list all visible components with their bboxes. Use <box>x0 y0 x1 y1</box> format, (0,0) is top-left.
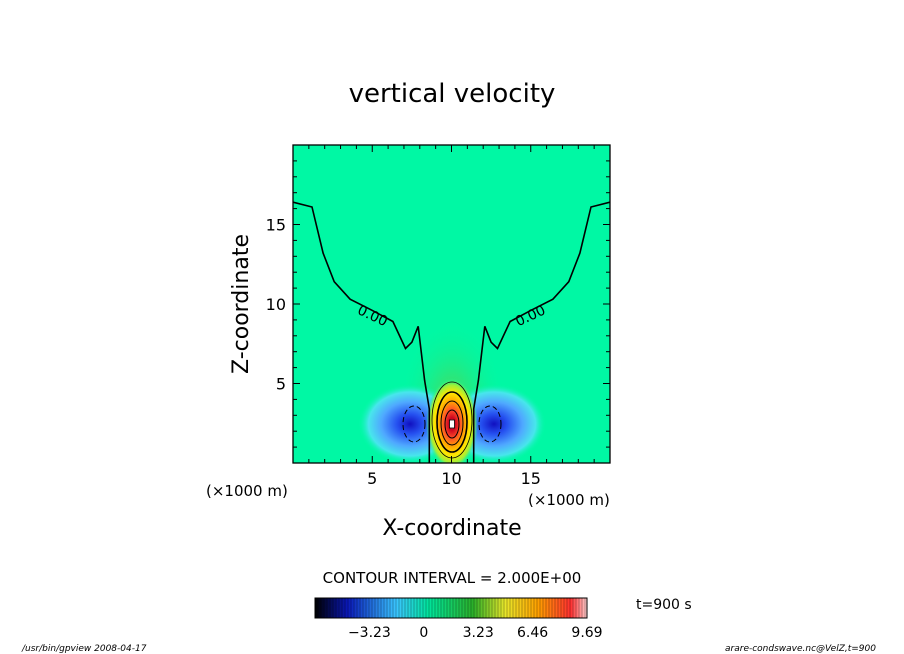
colorbar-frame <box>314 597 588 619</box>
updraft-contours <box>431 381 473 459</box>
plot-area: 0.00 0.00 <box>293 145 610 463</box>
colorbar-ticks: −3.23 0 3.23 6.46 9.69 <box>348 625 603 641</box>
y-tick-label: 15 <box>266 216 286 235</box>
colorbar: −3.23 0 3.23 6.46 9.69 <box>314 597 603 641</box>
y-axis-label: Z-coordinate <box>229 234 254 374</box>
zero-contour-left <box>293 201 431 463</box>
x-axis-label: X-coordinate <box>382 516 521 541</box>
x-axis-units-right: (×1000 m) <box>528 491 610 509</box>
x-axis-units-left: (×1000 m) <box>206 482 288 500</box>
colorbar-tick-label: 9.69 <box>571 625 602 641</box>
time-label: t=900 s <box>636 597 692 613</box>
footer-right: arare-condswave.nc@VelZ,t=900 <box>725 644 876 654</box>
colorbar-stripes <box>317 598 586 618</box>
y-tick-label: 5 <box>276 375 286 394</box>
x-tick-label: 15 <box>521 469 541 488</box>
colorbar-tick-label: 3.23 <box>463 625 494 641</box>
x-tick-label: 10 <box>441 469 461 488</box>
chart-title: vertical velocity <box>349 79 556 109</box>
colorbar-tick-label: 0 <box>419 625 428 641</box>
colorbar-tick-label: 6.46 <box>517 625 548 641</box>
zero-contour-right <box>472 201 610 463</box>
footer-left: /usr/bin/gpview 2008-04-17 <box>21 644 147 654</box>
axes: 5 10 15 5 10 15 <box>266 145 610 488</box>
contour-interval-text: CONTOUR INTERVAL = 2.000E+00 <box>323 569 582 587</box>
x-tick-label: 5 <box>367 469 377 488</box>
colorbar-tick-label: −3.23 <box>348 625 391 641</box>
y-tick-label: 10 <box>266 295 286 314</box>
downdraft-contours <box>402 405 502 443</box>
